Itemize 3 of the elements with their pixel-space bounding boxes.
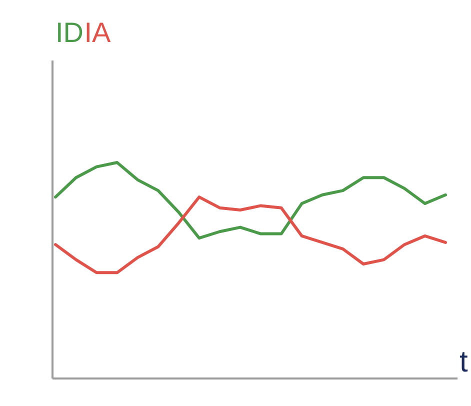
x-axis-title: t (460, 346, 468, 378)
text: ID (56, 17, 84, 48)
text: IA (84, 17, 112, 48)
